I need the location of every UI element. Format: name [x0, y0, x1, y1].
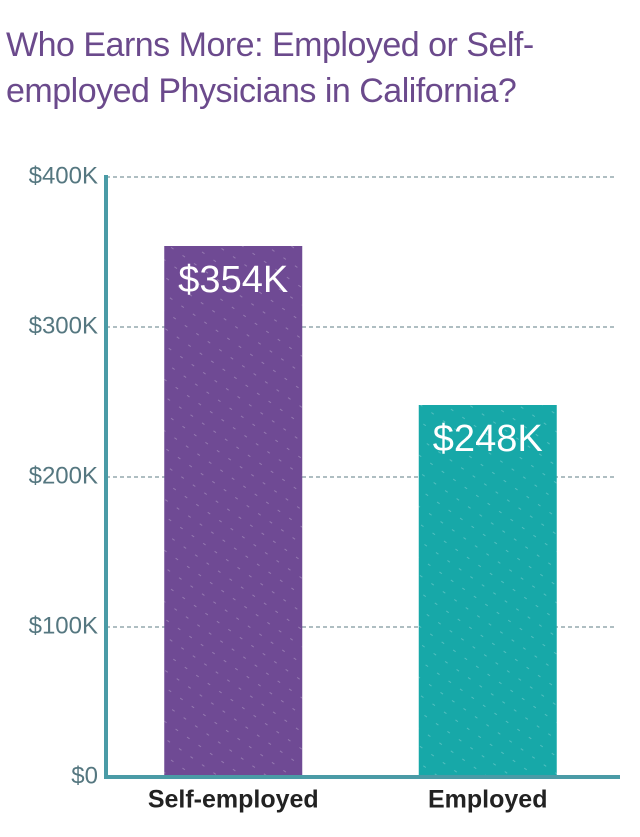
y-tick-label: $200K: [29, 462, 98, 489]
x-tick-label: Self-employed: [148, 786, 319, 814]
y-tick-label: $100K: [29, 612, 98, 639]
bar-texture: [164, 246, 303, 777]
chart-title: Who Earns More: Employed or Self-employe…: [6, 26, 534, 110]
y-tick-label: $0: [71, 762, 98, 789]
value-label: $248K: [433, 418, 543, 460]
x-tick-label: Employed: [428, 786, 547, 814]
value-label: $354K: [178, 259, 288, 301]
bar-texture: [418, 405, 557, 777]
y-tick-label: $400K: [29, 162, 98, 189]
y-tick-label: $300K: [29, 312, 98, 339]
